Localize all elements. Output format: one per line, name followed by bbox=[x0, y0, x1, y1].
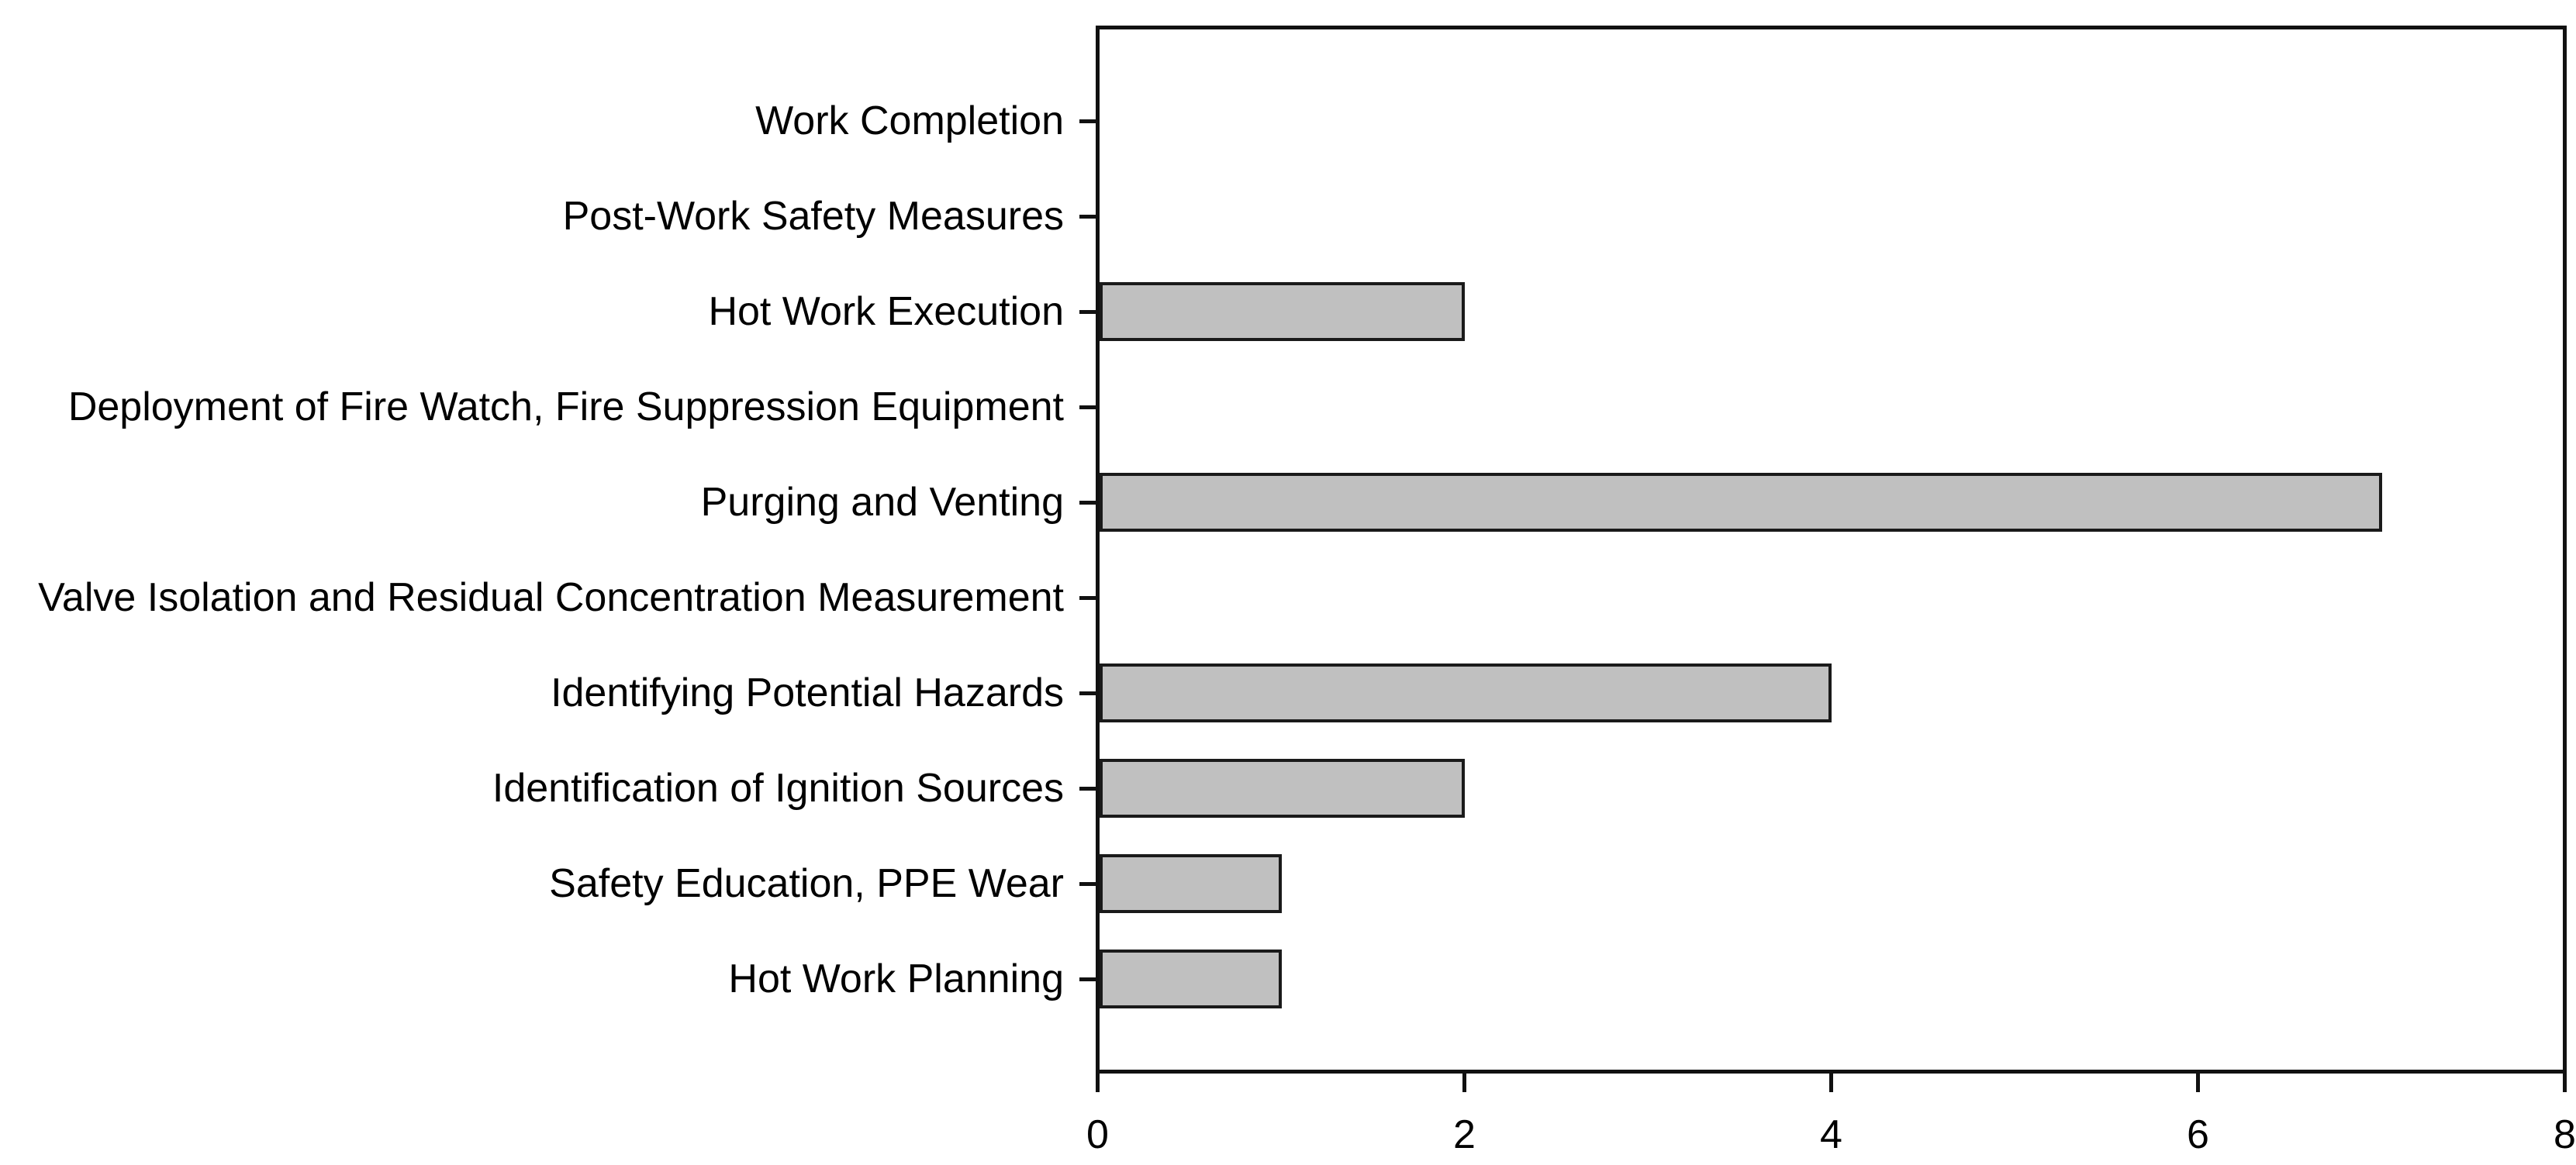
y-tick-mark bbox=[1079, 309, 1097, 314]
y-tick-mark bbox=[1079, 977, 1097, 981]
y-tick-mark bbox=[1079, 691, 1097, 695]
bar-hot-work-planning bbox=[1100, 950, 1282, 1008]
x-tick-label: 4 bbox=[1820, 1112, 1842, 1157]
y-tick-mark bbox=[1079, 405, 1097, 409]
y-tick-label: Safety Education, PPE Wear bbox=[549, 861, 1064, 906]
x-tick-label: 8 bbox=[2554, 1112, 2576, 1157]
y-tick-label: Post-Work Safety Measures bbox=[562, 194, 1064, 239]
y-tick-mark bbox=[1079, 881, 1097, 886]
x-tick-label: 0 bbox=[1086, 1112, 1109, 1157]
x-tick-mark bbox=[1462, 1074, 1466, 1092]
bar-identifying-potential-hazards bbox=[1100, 663, 1832, 722]
bar-purging-and-venting bbox=[1100, 473, 2382, 532]
y-tick-label: Identification of Ignition Sources bbox=[492, 766, 1064, 811]
bar-safety-education-ppe-wear bbox=[1100, 854, 1282, 913]
y-tick-label: Deployment of Fire Watch, Fire Suppressi… bbox=[67, 384, 1064, 429]
y-tick-label: Identifying Potential Hazards bbox=[551, 670, 1064, 715]
x-tick-mark bbox=[2196, 1074, 2200, 1092]
x-tick-mark bbox=[2563, 1074, 2567, 1092]
y-tick-label: Purging and Venting bbox=[700, 480, 1064, 525]
x-tick-mark bbox=[1829, 1074, 1833, 1092]
bar-hot-work-execution bbox=[1100, 282, 1465, 341]
y-tick-mark bbox=[1079, 214, 1097, 219]
y-tick-mark bbox=[1079, 500, 1097, 505]
x-tick-label: 6 bbox=[2187, 1112, 2209, 1157]
plot-area bbox=[1096, 26, 2567, 1074]
y-tick-label: Hot Work Planning bbox=[728, 956, 1064, 1001]
bar-identification-of-ignition-sources bbox=[1100, 759, 1465, 818]
x-tick-label: 2 bbox=[1453, 1112, 1476, 1157]
y-tick-label: Hot Work Execution bbox=[708, 289, 1064, 334]
y-tick-mark bbox=[1079, 119, 1097, 123]
y-tick-label: Work Completion bbox=[755, 98, 1064, 143]
y-tick-mark bbox=[1079, 786, 1097, 791]
y-tick-mark bbox=[1079, 595, 1097, 600]
x-tick-mark bbox=[1096, 1074, 1100, 1092]
y-tick-label: Valve Isolation and Residual Concentrati… bbox=[38, 575, 1064, 620]
